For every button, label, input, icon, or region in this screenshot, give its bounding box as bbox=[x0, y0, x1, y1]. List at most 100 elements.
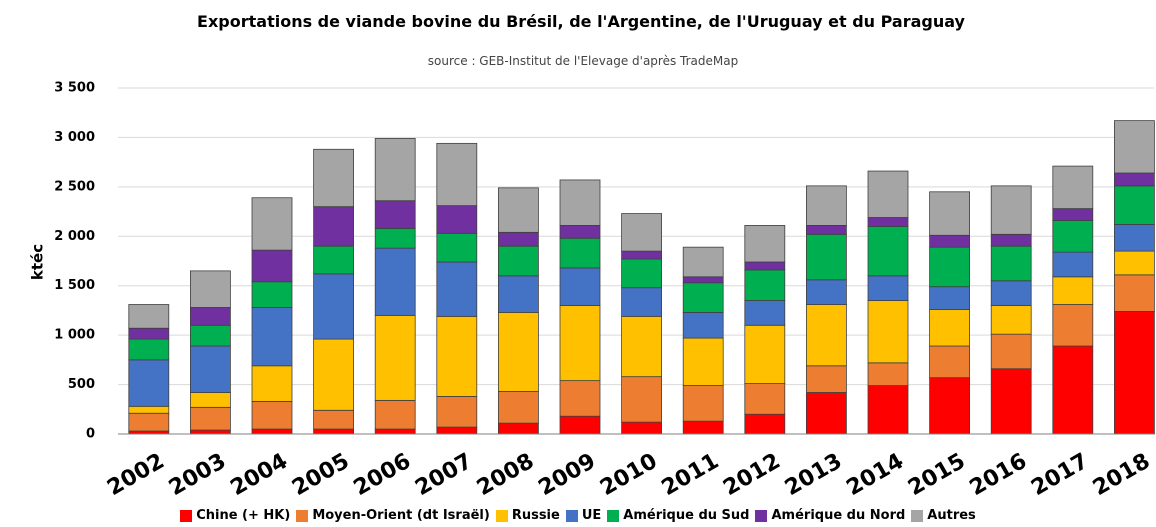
bar-segment bbox=[251, 197, 293, 251]
bar-segment bbox=[744, 300, 786, 326]
bar-segment bbox=[744, 269, 786, 301]
legend-swatch bbox=[296, 509, 309, 522]
bar-segment bbox=[621, 213, 662, 252]
bar-segment bbox=[990, 305, 1032, 335]
bar-segment bbox=[128, 359, 170, 407]
bar-segment bbox=[929, 191, 970, 236]
bar-segment bbox=[682, 337, 724, 386]
bar-segment bbox=[374, 399, 416, 430]
chart-title: Exportations de viande bovine du Brésil,… bbox=[197, 12, 965, 31]
bar-segment bbox=[374, 200, 416, 229]
bar-segment bbox=[867, 225, 909, 277]
bar-segment bbox=[189, 270, 231, 308]
x-tick-label: 2011 bbox=[658, 449, 724, 501]
y-tick-label: 500 bbox=[68, 377, 95, 392]
bar-segment bbox=[436, 232, 478, 263]
bar-segment bbox=[128, 338, 170, 361]
plot: ktéc 0 500 1 000 1 500 2 000 2 500 3 000 3 500 2… bbox=[29, 81, 1155, 501]
bar-segment bbox=[374, 428, 416, 435]
bar-segment bbox=[251, 400, 293, 430]
legend-label: Moyen-Orient (dt Israël) bbox=[312, 508, 490, 523]
bar-segment bbox=[559, 225, 601, 239]
bar-segment bbox=[559, 237, 601, 269]
bar-segment bbox=[189, 324, 231, 347]
legend-item: Amérique du Nord bbox=[755, 508, 905, 523]
bar-segment bbox=[744, 225, 786, 263]
chart-subtitle: source : GEB-Institut de l'Elevage d'apr… bbox=[427, 54, 739, 68]
bar-segment bbox=[497, 422, 539, 435]
bar-segment bbox=[497, 312, 539, 392]
bar-segment bbox=[867, 385, 909, 435]
legend-label: Amérique du Sud bbox=[623, 508, 750, 523]
bar-segment bbox=[189, 307, 231, 326]
bar-segment bbox=[497, 245, 539, 277]
bar-segment bbox=[374, 314, 416, 401]
y-tick-label: 2 500 bbox=[54, 179, 95, 194]
legend-swatch bbox=[565, 509, 578, 522]
bar-segment bbox=[436, 142, 478, 207]
bar-segment bbox=[1114, 120, 1155, 174]
bar-segment bbox=[806, 279, 847, 305]
bar-segment bbox=[1114, 185, 1155, 225]
bar-segment bbox=[128, 304, 170, 329]
bar-segment bbox=[313, 148, 355, 208]
bar-segment bbox=[436, 315, 478, 397]
legend-swatch bbox=[180, 509, 193, 522]
legend-swatch bbox=[495, 509, 508, 522]
legend-label: Chine (+ HK) bbox=[196, 508, 291, 523]
bar-segment bbox=[806, 225, 847, 235]
x-tick-label: 2006 bbox=[350, 449, 416, 501]
bar-segment bbox=[867, 275, 909, 301]
y-tick-label: 3 500 bbox=[54, 81, 95, 96]
bar-segment bbox=[1052, 165, 1094, 210]
bar-segment bbox=[929, 309, 970, 347]
bar-segment bbox=[990, 333, 1032, 370]
legend-item: Amérique du Sud bbox=[607, 508, 749, 523]
bar-segment bbox=[621, 315, 662, 378]
legend-item: UE bbox=[565, 508, 601, 523]
bar-segment bbox=[189, 406, 231, 431]
x-tick-label: 2014 bbox=[842, 449, 908, 501]
bar-segment bbox=[436, 396, 478, 428]
y-tick-label: 1 500 bbox=[54, 278, 95, 293]
bar-segment bbox=[1114, 172, 1155, 187]
bar-segment bbox=[990, 185, 1032, 235]
legend-item: Autres bbox=[911, 508, 976, 523]
y-tick-label: 0 bbox=[86, 427, 95, 442]
bar-segment bbox=[1114, 274, 1155, 312]
x-tick-label: 2009 bbox=[534, 449, 600, 501]
bar-segment bbox=[621, 287, 662, 317]
bar-segment bbox=[744, 383, 786, 415]
x-tick-label: 2003 bbox=[165, 449, 231, 501]
bar-segment bbox=[682, 282, 724, 313]
x-tick-label: 2013 bbox=[781, 449, 847, 501]
bar-segment bbox=[744, 413, 786, 435]
bar-segment bbox=[990, 368, 1032, 435]
bar-segment bbox=[374, 138, 416, 202]
bar-segment bbox=[436, 261, 478, 317]
x-tick-label: 2002 bbox=[103, 449, 169, 501]
bar-segment bbox=[313, 206, 355, 247]
bar-segment bbox=[1114, 224, 1155, 252]
legend-swatch bbox=[755, 509, 768, 522]
bar-segment bbox=[497, 275, 539, 313]
bar-segment bbox=[1052, 304, 1094, 347]
bar-segment bbox=[929, 234, 970, 248]
x-tick-label: 2008 bbox=[473, 449, 539, 501]
bar-segment bbox=[990, 280, 1032, 306]
bar-segment bbox=[1114, 250, 1155, 276]
bar-segment bbox=[374, 247, 416, 316]
bar-segment bbox=[806, 233, 847, 281]
bar-segment bbox=[621, 376, 662, 423]
bar-segment bbox=[682, 312, 724, 339]
bar-segment bbox=[929, 246, 970, 288]
legend-label: Amérique du Nord bbox=[771, 508, 906, 523]
bar-segment bbox=[1052, 220, 1094, 253]
x-tick-label: 2016 bbox=[966, 449, 1032, 501]
legend-item: Chine (+ HK) bbox=[180, 508, 290, 523]
bar-segment bbox=[313, 428, 355, 435]
bar-segment bbox=[1114, 311, 1155, 435]
bar-segment bbox=[621, 258, 662, 289]
legend-label: Russie bbox=[511, 508, 560, 523]
